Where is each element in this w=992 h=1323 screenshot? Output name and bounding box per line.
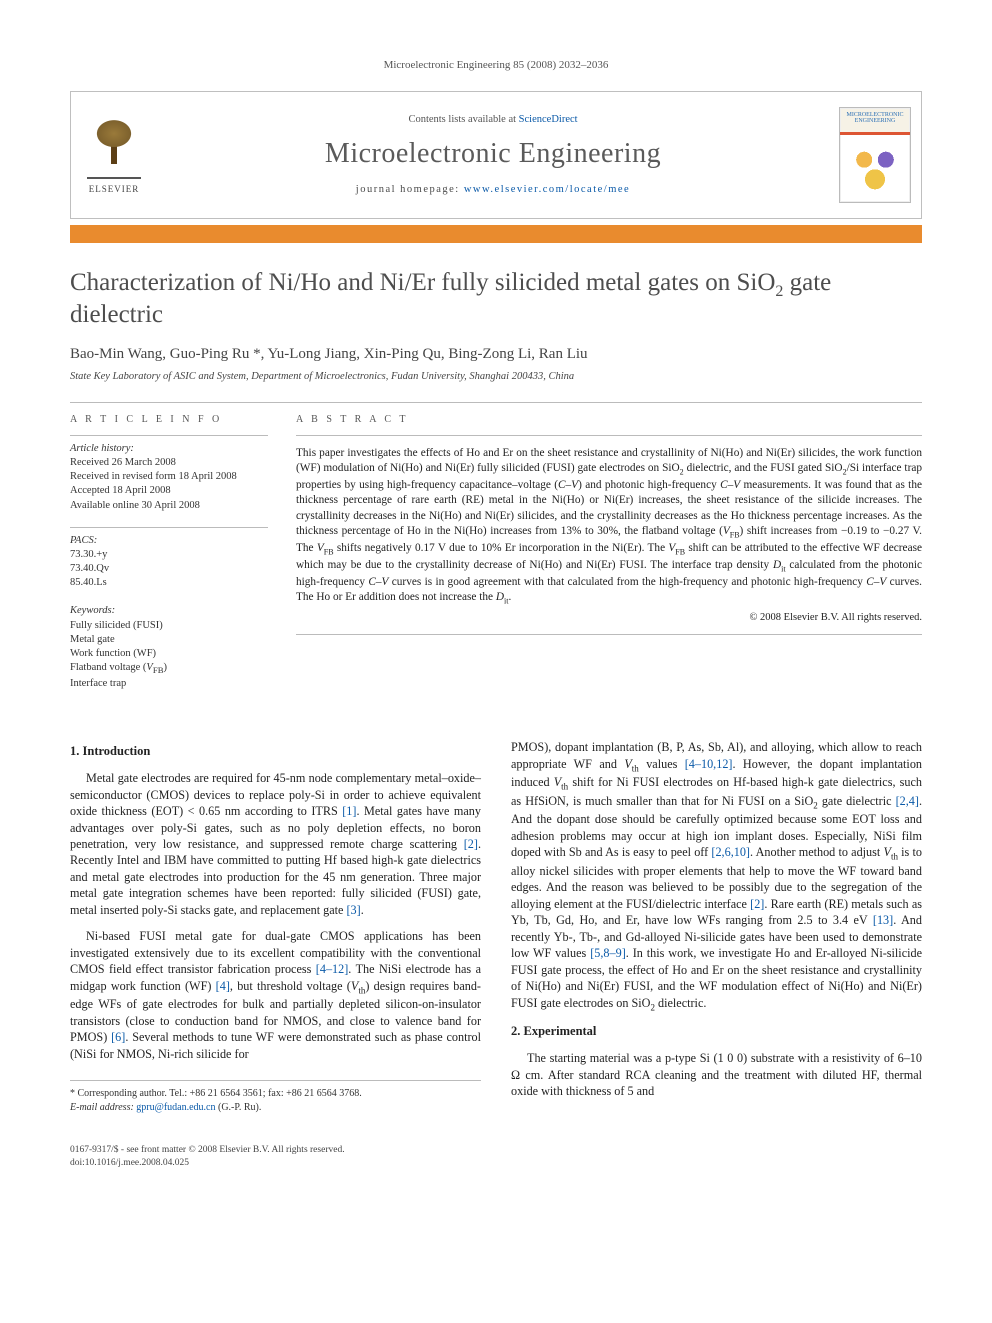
citation-link[interactable]: [3] — [347, 903, 361, 917]
article-info-column: A R T I C L E I N F O Article history: R… — [70, 413, 268, 705]
page-footer-meta: 0167-9317/$ - see front matter © 2008 El… — [70, 1144, 922, 1170]
citation-link[interactable]: [5,8–9] — [590, 946, 626, 960]
pacs-code: 73.40.Qv — [70, 562, 268, 576]
right-column: PMOS), dopant implantation (B, P, As, Sb… — [511, 739, 922, 1114]
article-body: 1. Introduction Metal gate electrodes ar… — [70, 739, 922, 1114]
journal-homepage-link[interactable]: www.elsevier.com/locate/mee — [464, 184, 630, 195]
paragraph: Metal gate electrodes are required for 4… — [70, 770, 481, 918]
para-text: Ni-based FUSI metal gate for dual-gate C… — [70, 929, 481, 1060]
page: Microelectronic Engineering 85 (2008) 20… — [0, 0, 992, 1220]
section-heading: 2. Experimental — [511, 1023, 922, 1040]
front-matter-line: 0167-9317/$ - see front matter © 2008 El… — [70, 1144, 922, 1157]
citation-link[interactable]: [2,4] — [896, 794, 919, 808]
running-head: Microelectronic Engineering 85 (2008) 20… — [70, 58, 922, 73]
section-heading: 1. Introduction — [70, 743, 481, 760]
pacs-block: PACS: 73.30.+y 73.40.Qv 85.40.Ls — [70, 534, 268, 591]
divider — [70, 402, 922, 403]
abstract-text: This paper investigates the effects of H… — [296, 446, 922, 607]
citation-link[interactable]: [4–10,12] — [685, 757, 733, 771]
authors-text: Bao-Min Wang, Guo-Ping Ru *, Yu-Long Jia… — [70, 346, 588, 362]
citation-link[interactable]: [2] — [750, 897, 764, 911]
divider — [296, 634, 922, 635]
email-line: E-mail address: gpru@fudan.edu.cn (G.-P.… — [70, 1101, 481, 1115]
divider — [70, 527, 268, 528]
email-tail: (G.-P. Ru). — [218, 1102, 261, 1113]
citation-link[interactable]: [2] — [464, 837, 478, 851]
elsevier-logo: ELSEVIER — [71, 111, 157, 199]
doi-line: doi:10.1016/j.mee.2008.04.025 — [70, 1157, 922, 1170]
para-text: Metal gate electrodes are required for 4… — [70, 771, 481, 917]
pacs-code: 85.40.Ls — [70, 576, 268, 590]
para-text: PMOS), dopant implantation (B, P, As, Sb… — [511, 740, 922, 1009]
paragraph: The starting material was a p-type Si (1… — [511, 1050, 922, 1099]
article-info-heading: A R T I C L E I N F O — [70, 413, 268, 427]
abstract-copyright: © 2008 Elsevier B.V. All rights reserved… — [296, 611, 922, 625]
corresponding-author-note: * Corresponding author. Tel.: +86 21 656… — [70, 1087, 481, 1101]
citation-link[interactable]: [4–12] — [316, 962, 349, 976]
left-column: 1. Introduction Metal gate electrodes ar… — [70, 739, 481, 1114]
cover-graphic-icon — [848, 145, 902, 193]
pacs-code: 73.30.+y — [70, 548, 268, 562]
history-label: Article history: — [70, 442, 268, 456]
elsevier-tree-icon — [87, 115, 141, 179]
abstract-column: A B S T R A C T This paper investigates … — [296, 413, 922, 705]
info-abstract-row: A R T I C L E I N F O Article history: R… — [70, 413, 922, 705]
citation-link[interactable]: [6] — [111, 1030, 125, 1044]
accent-bar — [70, 225, 922, 243]
keyword: Flatband voltage (VFB) — [70, 661, 268, 677]
keywords-block: Keywords: Fully silicided (FUSI) Metal g… — [70, 604, 268, 691]
article-title: Characterization of Ni/Ho and Ni/Er full… — [70, 269, 922, 330]
keyword: Metal gate — [70, 633, 268, 647]
divider — [296, 435, 922, 436]
para-text: The starting material was a p-type Si (1… — [511, 1051, 922, 1098]
citation-link[interactable]: [1] — [342, 804, 356, 818]
corresponding-email-link[interactable]: gpru@fudan.edu.cn — [136, 1102, 215, 1113]
email-label: E-mail address: — [70, 1102, 134, 1113]
footnotes: * Corresponding author. Tel.: +86 21 656… — [70, 1080, 481, 1114]
journal-homepage-line: journal homepage: www.elsevier.com/locat… — [163, 183, 823, 197]
pacs-label: PACS: — [70, 534, 268, 548]
homepage-pretext: journal homepage: — [356, 184, 464, 195]
elsevier-wordmark: ELSEVIER — [89, 183, 140, 195]
keyword: Work function (WF) — [70, 647, 268, 661]
history-line: Available online 30 April 2008 — [70, 499, 268, 513]
divider — [70, 435, 268, 436]
affiliation: State Key Laboratory of ASIC and System,… — [70, 370, 922, 384]
citation-link[interactable]: [2,6,10] — [711, 845, 750, 859]
contents-available-line: Contents lists available at ScienceDirec… — [163, 113, 823, 127]
keyword: Interface trap — [70, 677, 268, 691]
sciencedirect-link[interactable]: ScienceDirect — [519, 114, 578, 125]
paragraph: PMOS), dopant implantation (B, P, As, Sb… — [511, 739, 922, 1013]
history-line: Received in revised form 18 April 2008 — [70, 470, 268, 484]
header-center: Contents lists available at ScienceDirec… — [157, 107, 829, 203]
contents-pretext: Contents lists available at — [408, 114, 518, 125]
journal-header-box: ELSEVIER Contents lists available at Sci… — [70, 91, 922, 219]
journal-cover-thumbnail: MICROELECTRONIC ENGINEERING — [839, 107, 911, 203]
history-line: Received 26 March 2008 — [70, 456, 268, 470]
keyword: Fully silicided (FUSI) — [70, 619, 268, 633]
cover-title: MICROELECTRONIC ENGINEERING — [844, 112, 906, 125]
abstract-heading: A B S T R A C T — [296, 413, 922, 427]
author-list: Bao-Min Wang, Guo-Ping Ru *, Yu-Long Jia… — [70, 344, 922, 364]
paragraph: Ni-based FUSI metal gate for dual-gate C… — [70, 928, 481, 1062]
citation-link[interactable]: [4] — [216, 979, 230, 993]
article-history-block: Article history: Received 26 March 2008 … — [70, 442, 268, 513]
journal-title: Microelectronic Engineering — [163, 135, 823, 173]
citation-link[interactable]: [13] — [873, 913, 893, 927]
keywords-label: Keywords: — [70, 604, 268, 618]
history-line: Accepted 18 April 2008 — [70, 484, 268, 498]
